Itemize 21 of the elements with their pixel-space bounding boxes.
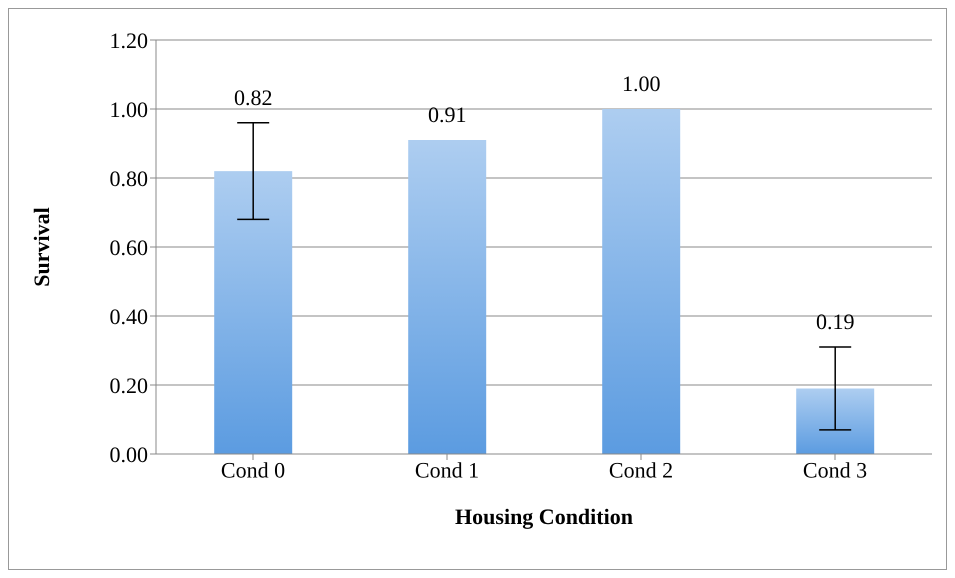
bar <box>214 171 292 454</box>
data-label: 0.91 <box>428 102 466 128</box>
data-label: 0.19 <box>816 309 854 334</box>
y-tick-label: 1.20 <box>110 28 148 53</box>
y-axis-title: Survival <box>28 207 54 287</box>
x-tick-label: Cond 0 <box>220 458 286 483</box>
x-tick-label: Cond 3 <box>802 458 868 483</box>
y-tick-label: 0.20 <box>110 372 148 398</box>
y-tick-label: 0.00 <box>110 442 148 467</box>
y-tick-label: 0.60 <box>110 234 148 260</box>
bar <box>602 109 680 454</box>
y-tick-label: 0.80 <box>110 166 148 191</box>
bar <box>796 388 874 454</box>
data-label: 0.82 <box>234 84 272 110</box>
x-axis-title: Housing Condition <box>455 504 633 529</box>
data-label: 1.00 <box>622 71 660 96</box>
x-tick-label: Cond 1 <box>414 458 480 483</box>
y-tick-label: 0.40 <box>110 304 148 329</box>
x-tick-label: Cond 2 <box>608 458 674 483</box>
bar <box>408 140 486 454</box>
y-tick-label: 1.00 <box>110 96 148 122</box>
